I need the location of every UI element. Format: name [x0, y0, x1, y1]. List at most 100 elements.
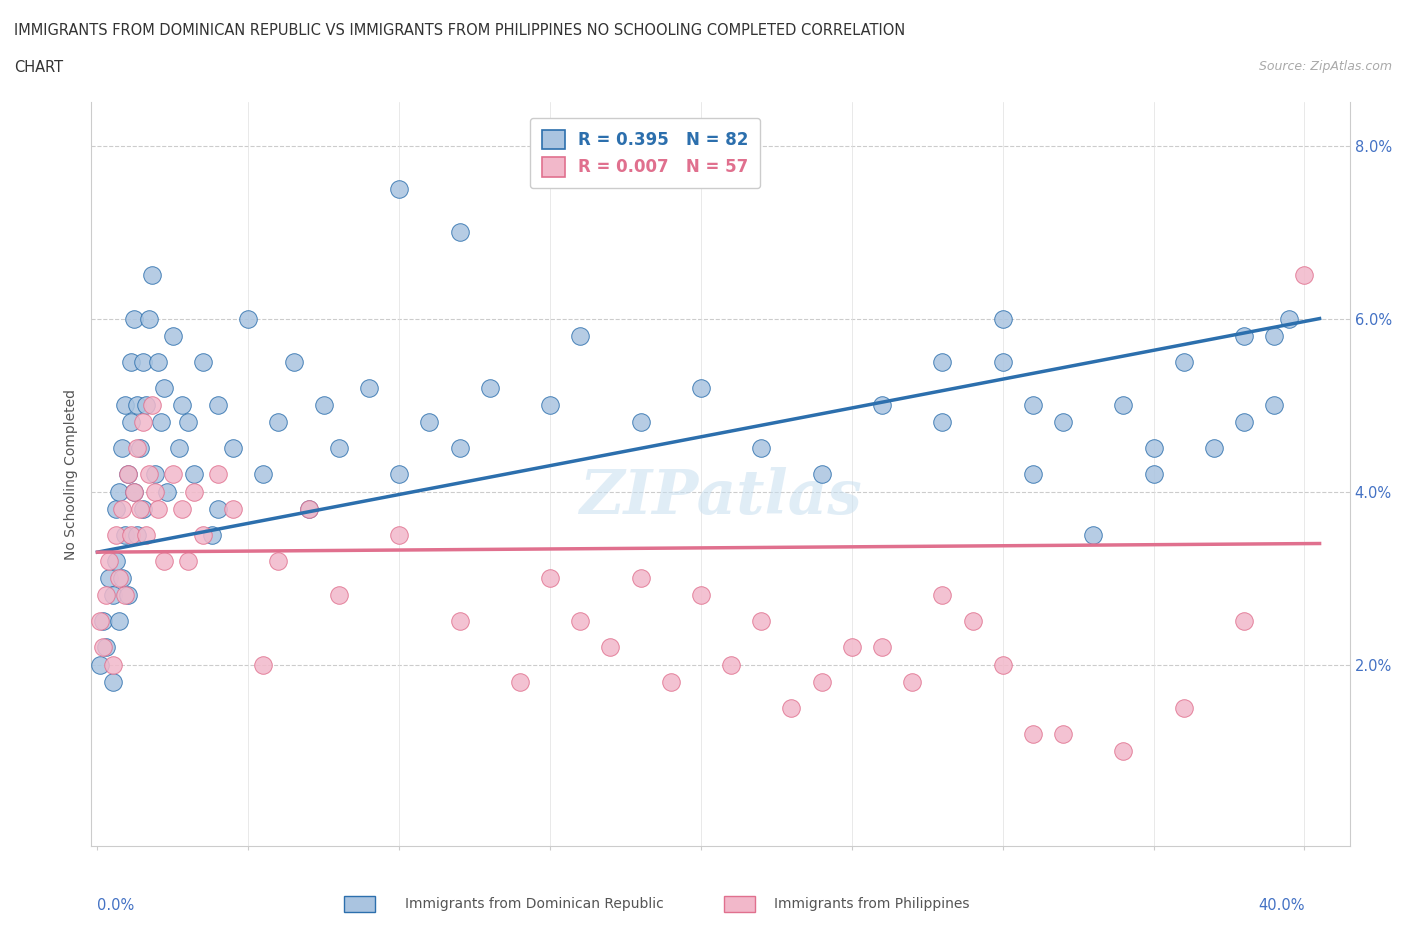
Point	[120, 354, 142, 369]
Point	[780, 700, 803, 715]
Point	[131, 501, 153, 516]
Point	[328, 588, 350, 603]
Point	[98, 571, 121, 586]
Point	[991, 658, 1014, 672]
Point	[135, 527, 157, 542]
Point	[117, 467, 139, 482]
Point	[149, 415, 172, 430]
Point	[191, 354, 214, 369]
Point	[96, 640, 118, 655]
Point	[114, 527, 136, 542]
Point	[114, 588, 136, 603]
Point	[183, 467, 205, 482]
Point	[170, 501, 193, 516]
Point	[1263, 328, 1285, 343]
Point	[252, 658, 274, 672]
Point	[222, 441, 245, 456]
Point	[1278, 312, 1301, 326]
Point	[962, 614, 984, 629]
Point	[122, 312, 145, 326]
Point	[141, 398, 163, 413]
Point	[125, 527, 148, 542]
Point	[120, 527, 142, 542]
Point	[107, 614, 129, 629]
Point	[749, 614, 772, 629]
Text: ZIPatlas: ZIPatlas	[579, 467, 862, 526]
Point	[117, 467, 139, 482]
Point	[810, 467, 832, 482]
Point	[298, 501, 321, 516]
Point	[201, 527, 224, 542]
Point	[388, 467, 411, 482]
Point	[101, 658, 124, 672]
Point	[162, 467, 184, 482]
Point	[120, 415, 142, 430]
Point	[89, 658, 111, 672]
Point	[110, 501, 132, 516]
Point	[1173, 354, 1195, 369]
Point	[167, 441, 190, 456]
Legend: R = 0.395   N = 82, R = 0.007   N = 57: R = 0.395 N = 82, R = 0.007 N = 57	[530, 118, 761, 188]
Point	[449, 225, 471, 240]
Point	[538, 571, 561, 586]
Point	[599, 640, 621, 655]
Point	[138, 467, 160, 482]
Point	[177, 415, 200, 430]
Point	[1294, 268, 1316, 283]
Point	[357, 380, 380, 395]
Point	[312, 398, 335, 413]
Point	[841, 640, 863, 655]
Point	[267, 415, 290, 430]
Point	[89, 614, 111, 629]
Text: Immigrants from Dominican Republic: Immigrants from Dominican Republic	[405, 897, 664, 911]
Point	[1083, 527, 1105, 542]
Point	[1233, 415, 1256, 430]
Text: Immigrants from Philippines: Immigrants from Philippines	[773, 897, 970, 911]
Point	[207, 467, 229, 482]
Point	[117, 588, 139, 603]
Point	[104, 553, 127, 568]
Point	[207, 398, 229, 413]
Point	[388, 181, 411, 196]
Point	[238, 312, 260, 326]
Point	[122, 485, 145, 499]
Point	[267, 553, 290, 568]
Point	[388, 527, 411, 542]
Point	[690, 588, 713, 603]
Point	[107, 571, 129, 586]
Point	[630, 415, 652, 430]
Point	[131, 354, 153, 369]
Point	[143, 485, 166, 499]
Point	[162, 328, 184, 343]
Point	[107, 485, 129, 499]
Point	[183, 485, 205, 499]
Point	[101, 674, 124, 689]
Point	[104, 527, 127, 542]
Point	[141, 268, 163, 283]
Point	[1022, 467, 1045, 482]
Point	[125, 398, 148, 413]
Point	[749, 441, 772, 456]
Point	[96, 588, 118, 603]
Point	[1142, 467, 1164, 482]
Point	[1233, 614, 1256, 629]
Point	[146, 354, 169, 369]
Text: 0.0%: 0.0%	[97, 898, 135, 913]
Point	[1052, 726, 1074, 741]
Point	[690, 380, 713, 395]
Point	[110, 571, 132, 586]
Point	[870, 398, 893, 413]
Point	[449, 441, 471, 456]
Point	[1112, 744, 1135, 759]
Point	[1173, 700, 1195, 715]
Point	[810, 674, 832, 689]
Point	[191, 527, 214, 542]
Point	[146, 501, 169, 516]
Point	[128, 441, 150, 456]
Point	[931, 415, 953, 430]
Point	[1263, 398, 1285, 413]
Point	[478, 380, 501, 395]
Text: Source: ZipAtlas.com: Source: ZipAtlas.com	[1258, 60, 1392, 73]
Point	[104, 501, 127, 516]
Point	[720, 658, 742, 672]
